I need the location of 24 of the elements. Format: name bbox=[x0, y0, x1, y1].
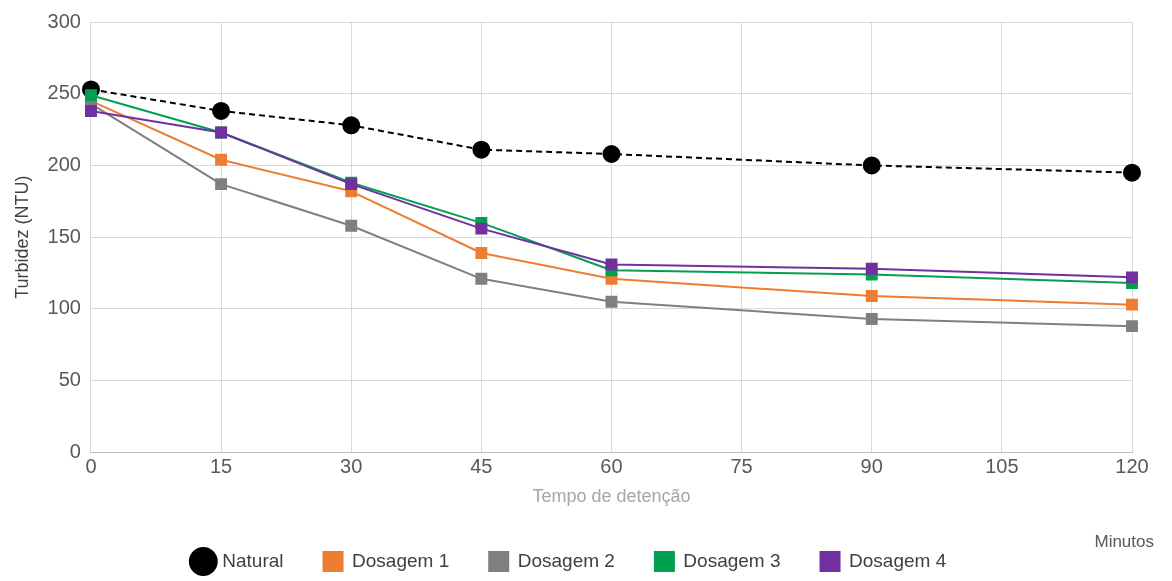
x-tick-label: 120 bbox=[1115, 454, 1149, 477]
y-axis-title: Turbidez (NTU) bbox=[11, 175, 32, 299]
x-tick-label: 75 bbox=[730, 454, 753, 477]
x-tick-label: 0 bbox=[85, 454, 97, 477]
y-tick-label: 300 bbox=[47, 9, 81, 32]
y-tick-label: 200 bbox=[47, 152, 81, 175]
legend-label: Dosagem 4 bbox=[849, 549, 947, 571]
legend-label: Dosagem 1 bbox=[352, 549, 450, 571]
x-tick-label: 90 bbox=[860, 454, 883, 477]
y-tick-label: 250 bbox=[47, 81, 81, 104]
x-tick-label: 105 bbox=[985, 454, 1019, 477]
legend-label: Dosagem 2 bbox=[517, 549, 615, 571]
legend-label: Dosagem 3 bbox=[683, 549, 781, 571]
x-tick-label: 15 bbox=[209, 454, 233, 477]
x-tick-label: 45 bbox=[470, 454, 493, 477]
x-tick-label: 60 bbox=[600, 454, 623, 477]
text: Minutos bbox=[1094, 531, 1154, 551]
x-axis-title: Tempo de detenção bbox=[532, 486, 691, 507]
x-tick-label: 30 bbox=[340, 454, 363, 477]
y-tick-label: 0 bbox=[69, 439, 81, 462]
y-tick-label: 150 bbox=[47, 224, 81, 247]
legend-label: Natural bbox=[222, 549, 284, 571]
y-tick-label: 100 bbox=[47, 296, 81, 319]
y-tick-label: 50 bbox=[58, 368, 81, 391]
